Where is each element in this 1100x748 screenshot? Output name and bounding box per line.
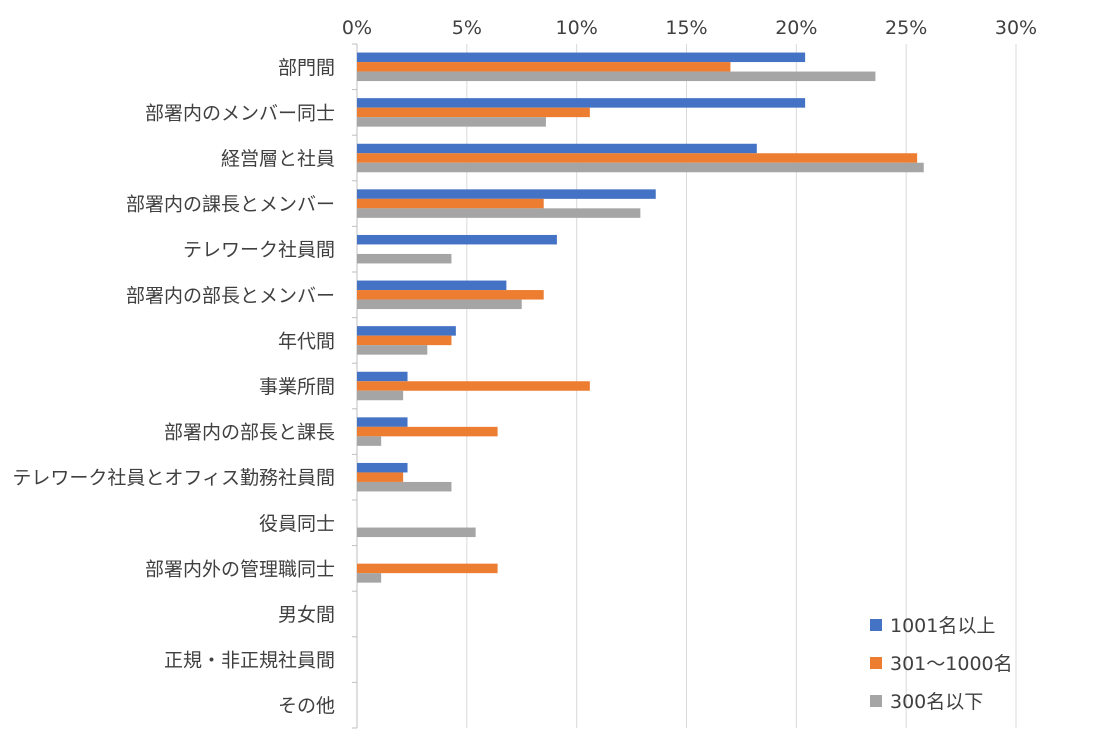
bar-small-3 [357,208,641,218]
x-tick-label: 10% [556,17,598,39]
bar-large-5 [357,280,507,291]
bar-small-11 [357,573,382,583]
bar-large-2 [357,143,757,154]
bar-medium-5 [357,290,544,300]
category-label: 部署内の課長とメンバー [126,194,335,216]
bar-large-4 [357,234,557,245]
x-tick-label: 0% [342,17,372,39]
category-label: 経営層と社員 [221,148,335,170]
x-tick-label: 20% [775,17,817,39]
bar-small-4 [357,253,452,264]
legend-label: 301～1000名 [890,653,1013,675]
bar-small-1 [357,117,546,127]
bar-medium-3 [357,198,544,209]
bar-large-0 [357,52,806,63]
x-tick-label: 30% [995,17,1037,39]
bar-large-9 [357,462,408,473]
bar-medium-9 [357,472,404,482]
legend-swatch [870,619,882,631]
bar-medium-2 [357,153,918,163]
bar-medium-11 [357,563,498,574]
category-label: 部門間 [278,57,335,79]
bar-small-10 [357,527,476,538]
x-axis-ticks: 0% 5% 10% 15% 20% 25% 30% [342,17,1037,39]
bar-medium-6 [357,335,452,346]
bar-small-7 [357,390,404,401]
bar-small-0 [357,71,876,82]
category-label: 役員同士 [259,513,335,535]
category-label: 年代間 [278,330,335,352]
bar-medium-7 [357,381,590,391]
category-label: 男女間 [278,604,335,626]
bar-small-5 [357,299,522,310]
bar-small-2 [357,162,924,173]
x-tick-label: 5% [452,17,482,39]
legend-label: 1001名以上 [890,615,995,637]
bar-large-6 [357,326,456,336]
category-label: 部署内の部長とメンバー [126,285,335,307]
legend: 1001名以上 301～1000名 300名以下 [870,615,1013,713]
category-label: テレワーク社員間 [183,239,335,261]
bar-large-1 [357,98,806,108]
bars [357,52,924,583]
category-label: 部署内外の管理職同士 [145,558,335,580]
category-label: その他 [278,695,335,717]
category-label: 部署内の部長と課長 [164,422,335,444]
bar-small-6 [357,345,428,355]
bar-large-3 [357,189,656,199]
category-label: 部署内のメンバー同士 [145,102,335,124]
bar-small-9 [357,481,452,492]
bar-small-8 [357,436,382,446]
x-tick-label: 15% [665,17,707,39]
category-label: 事業所間 [259,376,335,398]
x-tick-label: 25% [885,17,927,39]
bar-large-8 [357,417,408,427]
category-labels: 部門間部署内のメンバー同士経営層と社員部署内の課長とメンバーテレワーク社員間部署… [12,57,335,717]
legend-swatch [870,695,882,707]
bar-medium-0 [357,62,731,72]
legend-swatch [870,657,882,669]
bar-medium-1 [357,107,590,118]
bar-large-7 [357,371,408,382]
bar-medium-8 [357,426,498,437]
category-label: テレワーク社員とオフィス勤務社員間 [12,467,335,489]
legend-label: 300名以下 [890,691,983,713]
category-label: 正規・非正規社員間 [164,650,335,672]
